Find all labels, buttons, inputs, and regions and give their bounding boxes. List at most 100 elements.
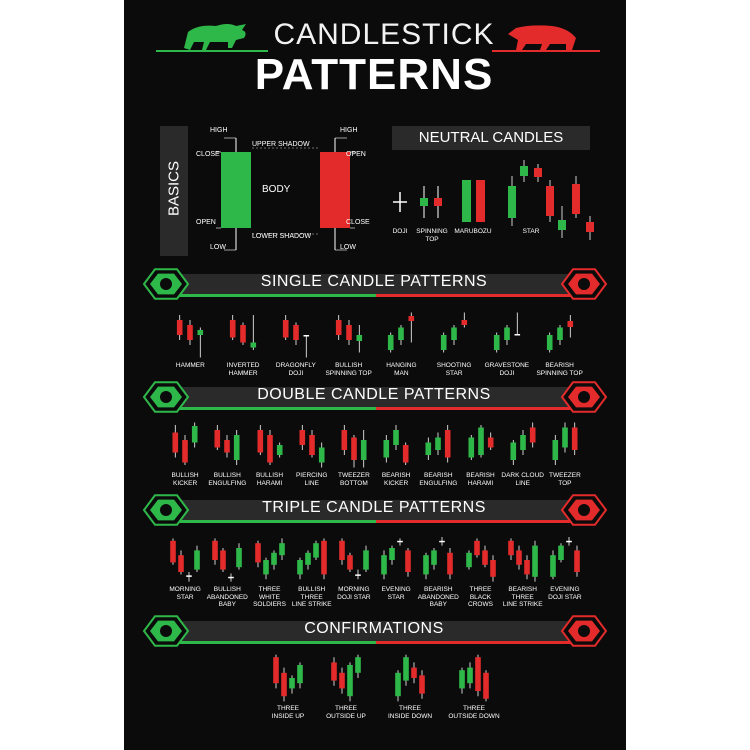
double-pattern-candles-1 (172, 422, 198, 465)
candle-body (303, 335, 309, 337)
candle-body (351, 437, 357, 460)
candle-body (281, 672, 287, 697)
candle-body (296, 560, 303, 575)
single-pattern-candles-8 (546, 315, 573, 353)
candle-body (441, 335, 447, 350)
candle-body (312, 543, 319, 558)
banner-bar (176, 274, 574, 294)
title-line2: PATTERNS (254, 50, 494, 99)
candle-body (360, 440, 367, 460)
candle-body (228, 576, 235, 579)
triple-pattern-label-2: BULLISH ABANDONED BABY (206, 586, 248, 608)
candle-body (297, 665, 303, 684)
candle-body (254, 543, 261, 563)
candle-body (398, 327, 405, 340)
candle-body (236, 548, 243, 568)
confirm-pattern-candles-4 (459, 654, 489, 702)
double-pattern-label-7: BEARISH ENGULFING (419, 472, 458, 487)
candle-body (192, 426, 198, 443)
single-pattern-candles-6 (441, 312, 468, 353)
candle-body (339, 540, 345, 560)
basics-heading: BASICS (165, 160, 183, 217)
candle-body (266, 435, 273, 463)
candle-body (308, 435, 315, 455)
candle-body (531, 545, 538, 577)
banner-single-graphic (142, 268, 608, 300)
candle-body (320, 540, 327, 575)
candle-body (234, 435, 240, 460)
candle-body (262, 560, 269, 575)
triple-pattern-label-6: EVENING STAR (381, 586, 411, 601)
triple-pattern-candles-1 (170, 538, 200, 582)
triple-section-title: TRIPLE CANDLE PATTERNS (262, 499, 486, 516)
double-pattern-candles-10 (552, 422, 578, 465)
candle-body (435, 437, 442, 450)
single-pattern-label-7: GRAVESTONE DOJI (484, 362, 530, 377)
candle-body (403, 657, 409, 681)
double-pattern-candles-4 (299, 425, 325, 468)
candle-body (411, 667, 417, 678)
candle-body (523, 560, 530, 575)
candle-body (178, 555, 184, 572)
triple-pattern-candles-2 (212, 538, 243, 582)
candle-body (270, 552, 277, 565)
candle-body (477, 427, 484, 455)
single-pattern-candles-5 (388, 312, 415, 353)
banner-underline-green (164, 641, 376, 644)
candle-body (475, 657, 481, 691)
confirm-pattern-label-2: THREE OUTSIDE UP (326, 705, 366, 720)
triple-pattern-candles-7 (423, 536, 454, 580)
neutral-label-doji: DOJI (392, 228, 408, 235)
double-pattern-label-3: BULLISH HARAMI (255, 472, 284, 487)
candle-body (558, 545, 564, 560)
banner-underline-green (164, 407, 376, 410)
triple-pattern-candles-6 (381, 538, 411, 580)
candle-body (293, 325, 299, 340)
candle-body (186, 575, 192, 577)
candle-body (408, 316, 415, 321)
triple-pattern-candles-10 (550, 536, 580, 580)
candle-body (355, 657, 361, 673)
candle-body (451, 327, 457, 340)
candle-body (356, 335, 362, 341)
neutral-heading-bar (392, 126, 590, 150)
candle-body (172, 432, 179, 453)
confirm-pattern-label-3: THREE INSIDE DOWN (387, 705, 433, 720)
triple-pattern-label-4: BULLISH THREE LINE STRIKE (291, 586, 332, 608)
bear-close-label: CLOSE (346, 219, 370, 226)
bear-badge-icon (560, 381, 608, 413)
candle-body (341, 430, 347, 450)
single-pattern-label-5: HANGING MAN (386, 362, 417, 377)
candle-body (304, 552, 311, 565)
banner-bar (176, 621, 574, 641)
candle-body (197, 330, 204, 335)
single-pattern-label-4: BULLISH SPINNING TOP (325, 362, 372, 377)
candle-body (339, 672, 345, 689)
triple-pattern-label-10: EVENING DOJI STAR (548, 586, 582, 601)
candle-body (273, 657, 279, 684)
double-pattern-label-9: DARK CLOUD LINE (501, 472, 544, 487)
candle-body (461, 320, 468, 325)
candle-body (419, 675, 425, 694)
candle-body (187, 325, 194, 340)
single-pattern-label-2: INVERTED HAMMER (226, 362, 260, 377)
banner-underline-red (376, 407, 588, 410)
candle-body (355, 574, 361, 576)
bear-badge-icon (560, 268, 608, 300)
candle-body (395, 672, 401, 697)
candle-body (515, 550, 522, 565)
confirm-pattern-label-4: THREE OUTSIDE DOWN (448, 705, 500, 720)
candle-body (431, 550, 438, 565)
bull-icon (184, 24, 246, 50)
confirm-pattern-label-1: THREE INSIDE UP (271, 705, 305, 720)
candle-body (345, 325, 352, 340)
confirm-pattern-candles-1 (273, 654, 303, 702)
basics-diagram (216, 137, 355, 251)
double-pattern-label-4: PIERCING LINE (295, 472, 328, 487)
banner-triple-graphic (142, 494, 608, 526)
double-pattern-label-6: BEARISH KICKER (381, 472, 411, 487)
candle-body (567, 321, 573, 327)
triple-pattern-candles-8 (465, 538, 496, 582)
triple-pattern-label-7: BEARISH ABANDONED BABY (417, 586, 459, 608)
banner-underline-red (376, 520, 588, 523)
